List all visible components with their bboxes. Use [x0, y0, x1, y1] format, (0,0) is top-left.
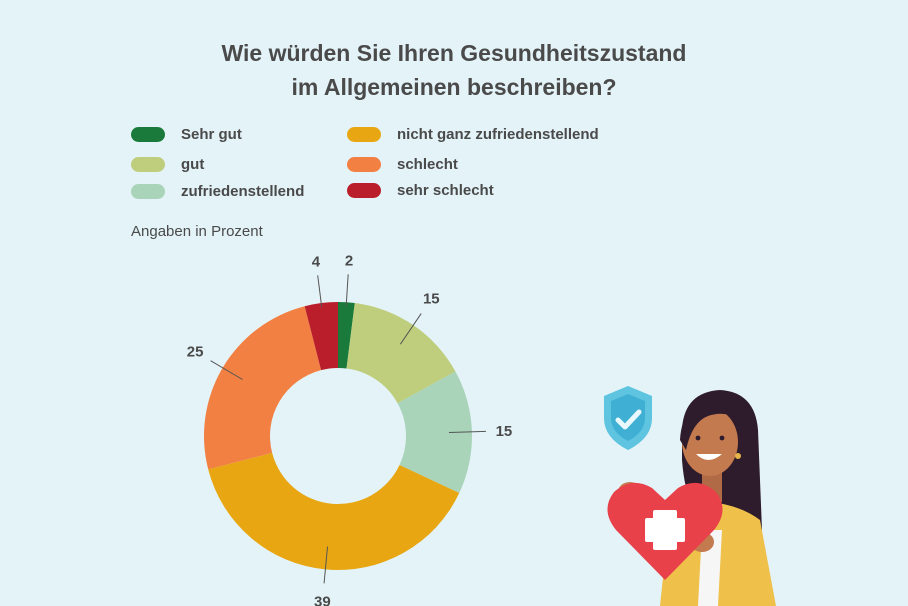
legend-item-schlecht: schlecht [347, 156, 458, 173]
donut-slice-1 [346, 303, 456, 404]
data-label-4: 25 [187, 343, 204, 360]
donut-slice-2 [397, 371, 472, 494]
legend-label: schlecht [397, 156, 458, 173]
donut-slice-0 [338, 302, 355, 369]
data-label-1: 15 [423, 291, 440, 308]
legend-item-gut: gut [131, 156, 204, 173]
illustration-woman-with-heart [604, 386, 776, 606]
legend-item-sehr-gut: Sehr gut [131, 126, 242, 143]
heart-cross-icon [607, 482, 723, 580]
leader-lines [210, 274, 486, 584]
legend-swatch [347, 127, 381, 142]
data-labels: 2 15 15 39 25 4 [187, 252, 512, 606]
donut-slice-4 [204, 306, 322, 470]
shield-check-icon [604, 386, 652, 450]
donut-slice-5 [304, 302, 338, 371]
leader-line-3 [323, 546, 329, 584]
legend-label: gut [181, 156, 205, 173]
legend-label: zufriedenstellend [181, 183, 305, 200]
data-label-3: 39 [314, 593, 331, 606]
leader-line-2 [448, 430, 486, 434]
legend-label: sehr schlecht [397, 182, 494, 199]
legend-swatch [131, 184, 165, 199]
data-label-2: 15 [496, 423, 513, 440]
legend-item-sehr-schlecht: sehr schlecht [347, 182, 494, 199]
legend-swatch [131, 127, 165, 142]
data-label-5: 4 [312, 253, 321, 270]
donut-slice-3 [208, 452, 460, 570]
legend-swatch [347, 183, 381, 198]
chart-title-line-1: Wie würden Sie Ihren Gesundheitszustand [221, 40, 687, 66]
chart-title: Wie würden Sie Ihren Gesundheitszustand … [0, 36, 908, 104]
donut-slices [204, 302, 472, 570]
legend-label: Sehr gut [181, 126, 242, 143]
leader-line-4 [210, 360, 243, 380]
chart-title-line-2: im Allgemeinen beschreiben? [291, 74, 617, 100]
legend-item-nicht-ganz-zufriedenstellend: nicht ganz zufriedenstellend [347, 126, 599, 143]
legend-item-zufriedenstellend: zufriedenstellend [131, 183, 304, 200]
data-label-0: 2 [345, 252, 353, 269]
leader-line-5 [317, 275, 323, 308]
leader-line-1 [399, 313, 422, 345]
legend-label: nicht ganz zufriedenstellend [397, 126, 599, 143]
leader-line-0 [345, 274, 349, 307]
unit-note: Angaben in Prozent [131, 223, 263, 240]
legend-swatch [131, 157, 165, 172]
legend-swatch [347, 157, 381, 172]
